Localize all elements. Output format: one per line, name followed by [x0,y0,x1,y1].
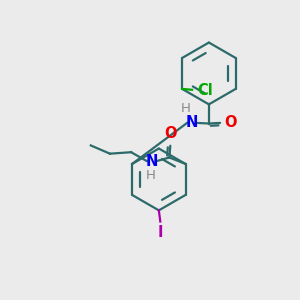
Text: O: O [224,116,237,130]
Text: H: H [145,169,155,182]
Text: H: H [181,102,191,115]
Text: I: I [158,225,163,240]
Text: N: N [146,154,158,169]
Text: Cl: Cl [197,83,213,98]
Text: O: O [164,126,176,141]
Text: N: N [186,116,198,130]
